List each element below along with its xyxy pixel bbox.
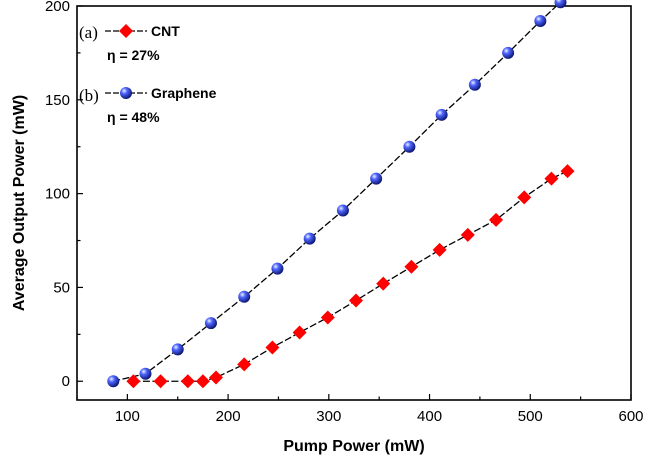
graphene-point (336, 204, 349, 217)
cnt-point (209, 370, 224, 385)
y-axis-ticks: 0 50 100 150 200 (45, 0, 83, 390)
graphene-point (238, 290, 251, 303)
graphene-point (534, 15, 547, 28)
y-tick-label: 50 (53, 279, 70, 296)
cnt-point (126, 374, 141, 389)
legend-label-cnt: CNT (151, 23, 180, 39)
graphene-point (554, 0, 567, 9)
graphene-point (435, 108, 448, 121)
graphene-point (370, 172, 383, 185)
cnt-point (489, 212, 504, 227)
x-tick-label: 200 (216, 408, 241, 425)
cnt-point (292, 325, 307, 340)
y-tick-label: 100 (45, 186, 70, 203)
legend-tag-graphene: (b) (79, 86, 99, 105)
legend: (a) CNT η = 27% (b) Graphene η = 48% (79, 23, 217, 125)
cnt-point (265, 340, 280, 355)
x-tick-label: 100 (115, 408, 140, 425)
x-tick-label: 400 (417, 408, 442, 425)
cnt-point (404, 259, 419, 274)
plot-area (76, 5, 632, 401)
cnt-point (180, 374, 195, 389)
cnt-point (544, 171, 559, 186)
graphene-point (303, 232, 316, 245)
legend-tag-cnt: (a) (79, 23, 98, 42)
x-tick-label: 600 (618, 408, 643, 425)
graphene-point (171, 343, 184, 356)
y-tick-label: 200 (45, 0, 70, 15)
graphene-point (502, 46, 515, 59)
cnt-point (153, 374, 168, 389)
cnt-point (195, 374, 210, 389)
graphene-point (468, 78, 481, 91)
cnt-point (349, 293, 364, 308)
graphene-point (271, 262, 284, 275)
y-tick-label: 0 (62, 373, 70, 390)
graphene-point (107, 375, 120, 388)
x-axis-ticks: 100 200 300 400 500 600 (76, 394, 644, 425)
cnt-point (460, 227, 475, 242)
legend-efficiency-graphene: η = 48% (107, 109, 160, 125)
x-axis-title: Pump Power (mW) (283, 438, 424, 455)
legend-sphere-icon (120, 87, 132, 99)
legend-diamond-icon (119, 24, 133, 38)
x-tick-label: 500 (518, 408, 543, 425)
graphene-point (139, 367, 152, 380)
x-tick-label: 300 (316, 408, 341, 425)
cnt-point (237, 357, 252, 372)
cnt-point (320, 310, 335, 325)
cnt-point (560, 164, 575, 179)
graphene-point (204, 317, 217, 330)
cnt-point (376, 276, 391, 291)
y-tick-label: 150 (45, 92, 70, 109)
y-axis-title: Average Output Power (mW) (11, 95, 28, 311)
legend-label-graphene: Graphene (151, 85, 217, 101)
legend-efficiency-cnt: η = 27% (107, 47, 160, 63)
graphene-point (403, 140, 416, 153)
cnt-point (517, 190, 532, 205)
data-markers (107, 0, 575, 389)
cnt-point (432, 242, 447, 257)
